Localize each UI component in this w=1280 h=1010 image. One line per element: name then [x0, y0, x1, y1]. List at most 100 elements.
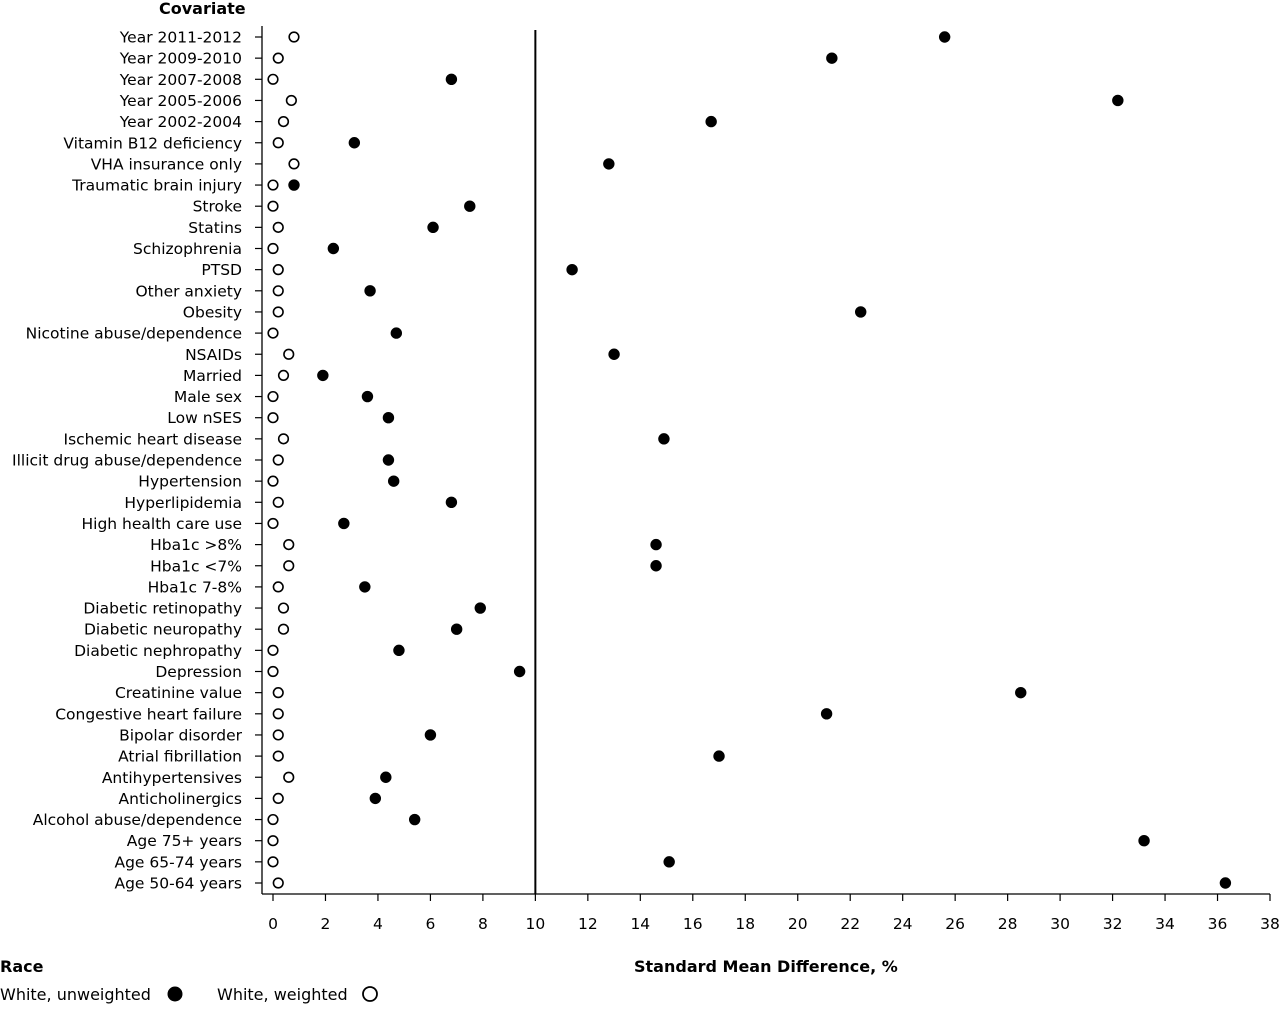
y-tick-label: Year 2011-2012: [119, 29, 242, 47]
y-tick-label: PTSD: [201, 261, 242, 279]
unweighted-point: [663, 856, 675, 868]
weighted-point: [288, 158, 300, 170]
y-tick-label: Age 50-64 years: [114, 875, 242, 893]
y-tick-label: Diabetic retinopathy: [83, 600, 242, 618]
weighted-point: [272, 687, 284, 699]
x-tick-label: 18: [735, 915, 755, 933]
unweighted-point: [338, 517, 350, 530]
weighted-point: [283, 538, 295, 551]
x-tick-label: 8: [478, 915, 488, 933]
weighted-point: [272, 877, 284, 889]
unweighted-point: [387, 475, 400, 487]
unweighted-point: [348, 137, 361, 149]
unweighted-point: [364, 285, 376, 297]
weighted-point: [285, 94, 297, 107]
y-tick-label: Bipolar disorder: [119, 726, 243, 744]
unweighted-point: [408, 813, 421, 826]
legend-marker-filled: [167, 986, 183, 1002]
y-tick-label: Depression: [155, 663, 242, 681]
unweighted-point: [566, 263, 578, 276]
weighted-point: [267, 327, 279, 339]
x-tick-label: 0: [268, 915, 278, 933]
weighted-point: [272, 52, 284, 64]
weighted-point: [267, 813, 279, 826]
weighted-point: [272, 708, 284, 720]
unweighted-point: [317, 369, 329, 382]
y-tick-label: Illicit drug abuse/dependence: [12, 452, 242, 470]
x-tick-label: 14: [630, 915, 650, 933]
unweighted-point: [820, 708, 833, 720]
y-tick-label: Anticholinergics: [119, 790, 242, 808]
x-tick-label: 10: [526, 915, 546, 933]
y-tick-label: Year 2005-2006: [119, 92, 242, 110]
x-tick-label: 20: [788, 915, 808, 933]
unweighted-point: [380, 771, 392, 783]
weighted-point: [283, 560, 295, 572]
unweighted-point: [361, 390, 374, 403]
x-tick-label: 22: [840, 915, 860, 933]
x-tick-label: 28: [998, 915, 1018, 933]
unweighted-point: [1219, 877, 1232, 889]
x-tick-label: 26: [945, 915, 965, 933]
x-tick-label: 4: [373, 915, 383, 933]
unweighted-point: [1015, 686, 1027, 699]
weighted-point: [272, 285, 284, 297]
weighted-point: [277, 602, 290, 614]
unweighted-point: [382, 454, 395, 466]
y-tick-label: Obesity: [183, 303, 242, 321]
legend-entry-label: White, weighted: [217, 985, 348, 1004]
y-tick-label: Year 2002-2004: [119, 113, 242, 131]
weighted-point: [272, 750, 284, 762]
y-tick-label: Antihypertensives: [102, 769, 242, 787]
unweighted-point: [445, 496, 458, 508]
y-tick-label: Traumatic brain injury: [71, 177, 242, 195]
weighted-point: [267, 242, 279, 255]
unweighted-point: [450, 623, 463, 635]
x-tick-label: 6: [425, 915, 435, 933]
weighted-point: [272, 137, 284, 149]
y-tick-label: Year 2009-2010: [119, 50, 242, 68]
y-tick-label: Congestive heart failure: [55, 705, 242, 723]
unweighted-point: [390, 327, 403, 339]
unweighted-point: [393, 644, 405, 657]
weighted-point: [272, 306, 284, 318]
unweighted-point: [427, 221, 439, 234]
weighted-point: [267, 200, 279, 212]
y-tick-label: Male sex: [174, 388, 242, 406]
unweighted-point: [608, 348, 620, 360]
x-tick-label: 36: [1208, 915, 1228, 933]
weighted-point: [272, 454, 284, 466]
weighted-point: [267, 835, 279, 847]
weighted-point: [283, 348, 295, 360]
legend: White, unweighted White, weighted: [0, 985, 378, 1004]
unweighted-point: [1112, 94, 1124, 107]
weighted-point: [267, 475, 279, 487]
unweighted-point: [327, 242, 340, 255]
y-tick-label: Schizophrenia: [133, 240, 242, 258]
x-tick-label: 2: [321, 915, 331, 933]
y-tick-label: Hyperlipidemia: [124, 494, 242, 512]
weighted-point: [277, 369, 290, 382]
unweighted-point: [424, 729, 437, 741]
y-tick-label: Creatinine value: [115, 684, 242, 702]
unweighted-point: [705, 115, 717, 128]
unweighted-point: [650, 560, 662, 572]
x-axis-title: Standard Mean Difference, %: [634, 957, 898, 976]
y-axis-title: Covariate: [159, 0, 246, 18]
y-tick-label: Hba1c >8%: [150, 536, 242, 554]
y-tick-label: Vitamin B12 deficiency: [63, 134, 242, 152]
y-tick-label: NSAIDs: [185, 346, 242, 364]
y-tick-label: Alcohol abuse/dependence: [33, 811, 242, 829]
weighted-point: [272, 581, 284, 593]
weighted-point: [267, 390, 279, 403]
y-tick-label: Other anxiety: [135, 282, 242, 300]
weighted-point: [277, 623, 290, 635]
y-tick-label: Diabetic nephropathy: [74, 642, 242, 660]
weighted-point: [272, 221, 284, 233]
y-tick-label: Age 75+ years: [127, 832, 242, 850]
unweighted-point: [513, 665, 526, 678]
unweighted-point: [938, 31, 951, 43]
legend-marker-open: [362, 986, 378, 1002]
y-tick-label: High health care use: [82, 515, 243, 533]
